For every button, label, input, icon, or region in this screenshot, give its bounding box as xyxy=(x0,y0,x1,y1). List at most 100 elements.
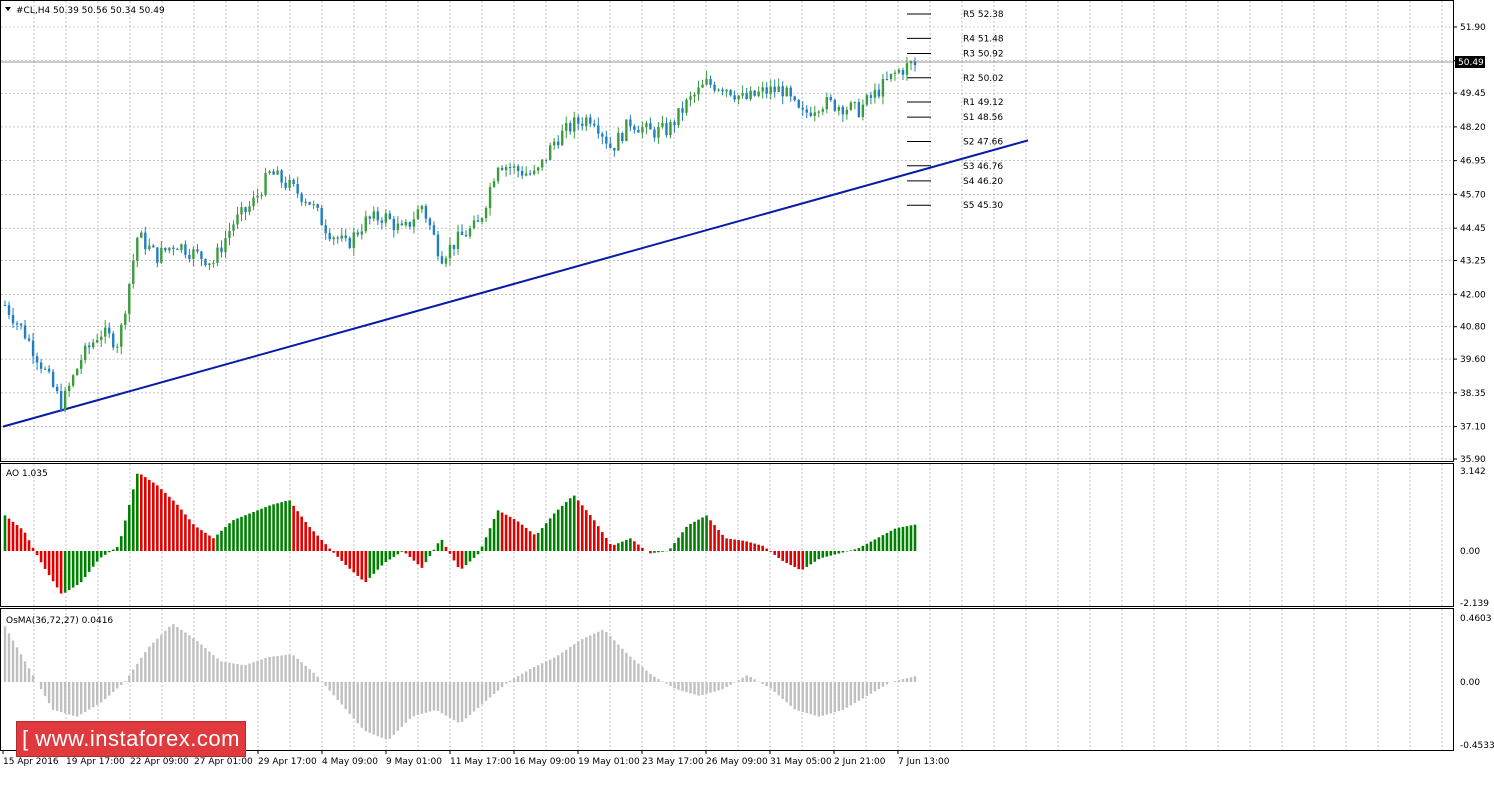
candle-body xyxy=(104,327,107,337)
candle-body xyxy=(897,70,901,73)
candle-body xyxy=(196,249,199,252)
candle-body xyxy=(164,247,167,251)
time-label: 2 Jun 21:00 xyxy=(834,757,886,767)
candle-body xyxy=(865,95,869,105)
price-label: 35.90 xyxy=(1460,455,1486,465)
pivot-labels: R5 52.38 R4 51.48 R3 50.92 R2 50.02 R1 49.12… xyxy=(963,10,1004,211)
time-label: 7 Jun 13:00 xyxy=(898,757,950,767)
candle-body xyxy=(384,213,388,223)
price-label: 49.45 xyxy=(1460,89,1486,99)
candle-body xyxy=(637,129,640,133)
candle-body xyxy=(320,207,323,226)
candle-body xyxy=(456,231,460,249)
candle-body xyxy=(344,235,347,239)
candle-body xyxy=(356,232,359,235)
candle-body xyxy=(328,233,331,240)
candle-body xyxy=(31,340,35,357)
candle-body xyxy=(853,102,857,104)
candle-body xyxy=(316,204,319,208)
candle-body xyxy=(821,109,824,112)
candle-body xyxy=(208,263,211,266)
candle-body xyxy=(240,207,243,215)
time-label: 23 May 17:00 xyxy=(642,757,704,767)
candle-body xyxy=(392,219,396,231)
candle-body xyxy=(312,204,315,206)
candle-body xyxy=(733,95,736,100)
candle-body xyxy=(87,345,91,348)
ao-axis-label: -2.139 xyxy=(1460,599,1489,609)
pivot-label: S4 46.20 xyxy=(963,177,1003,187)
pivot-label: R3 50.92 xyxy=(963,49,1004,59)
candle-body xyxy=(71,375,75,386)
candle-body xyxy=(617,133,620,151)
osma-axis-label: 0.4603 xyxy=(1460,614,1492,624)
candle-body xyxy=(685,99,688,113)
candle-body xyxy=(408,221,412,227)
candle-body xyxy=(573,117,576,132)
candle-body xyxy=(348,238,351,248)
candle-body xyxy=(769,86,772,94)
candle-body xyxy=(905,63,909,75)
candle-body xyxy=(15,323,19,325)
candle-body xyxy=(256,195,259,198)
candle-body xyxy=(284,182,287,188)
candle-body xyxy=(136,237,139,261)
candle-body xyxy=(460,231,464,236)
candle-body xyxy=(132,260,135,284)
candle-body xyxy=(753,90,756,96)
candle-body xyxy=(849,102,853,110)
candle-body xyxy=(500,167,504,171)
candle-body xyxy=(340,235,343,239)
candle-body xyxy=(184,244,187,255)
candle-body xyxy=(801,107,804,110)
time-label: 19 Apr 17:00 xyxy=(66,757,125,767)
candle-body xyxy=(172,247,175,249)
candle-body xyxy=(540,159,544,168)
candle-body xyxy=(833,99,837,111)
ao-axis: 3.142 0.00 -2.139 xyxy=(1460,467,1489,609)
price-label: 48.20 xyxy=(1460,123,1486,133)
candle-body xyxy=(332,237,335,240)
candle-body xyxy=(3,305,7,307)
trendline xyxy=(2,139,1029,428)
candle-body xyxy=(817,111,820,113)
candle-body xyxy=(212,262,215,264)
candle-body xyxy=(705,79,708,85)
candle-body xyxy=(761,87,764,92)
dropdown-triangle-icon[interactable] xyxy=(5,7,11,11)
candle-body xyxy=(360,231,363,235)
ao-label: AO 1.035 xyxy=(6,469,48,479)
candle-body xyxy=(657,126,660,138)
osma-label: OsMA(36,72,27) 0.0416 xyxy=(6,616,113,626)
candle-body xyxy=(885,79,889,81)
candle-body xyxy=(721,89,724,92)
candle-body xyxy=(609,143,612,148)
candle-body xyxy=(689,96,692,100)
candle-body xyxy=(649,123,652,130)
candle-body xyxy=(725,89,728,92)
osma-histogram xyxy=(3,624,917,740)
candle-body xyxy=(512,166,516,168)
candle-body xyxy=(148,245,151,250)
candle-body xyxy=(232,224,235,231)
candle-body xyxy=(39,362,43,369)
candle-body xyxy=(96,340,99,343)
candle-body xyxy=(857,102,861,117)
time-label: 16 May 09:00 xyxy=(514,757,576,767)
candle-body xyxy=(43,368,47,370)
candle-body xyxy=(633,126,636,130)
candle-body xyxy=(276,170,279,175)
candle-body xyxy=(112,333,115,348)
price-label: 43.25 xyxy=(1460,257,1486,267)
candle-body xyxy=(785,87,788,97)
candle-body xyxy=(308,201,311,205)
candle-body xyxy=(597,125,600,134)
candle-body xyxy=(47,368,51,372)
price-label: 38.35 xyxy=(1460,389,1486,399)
candle-body xyxy=(557,141,560,146)
candle-body xyxy=(180,244,183,250)
candle-body xyxy=(789,87,792,97)
candle-body xyxy=(629,119,632,127)
time-label: 29 Apr 17:00 xyxy=(258,757,317,767)
candle-body xyxy=(548,145,552,160)
